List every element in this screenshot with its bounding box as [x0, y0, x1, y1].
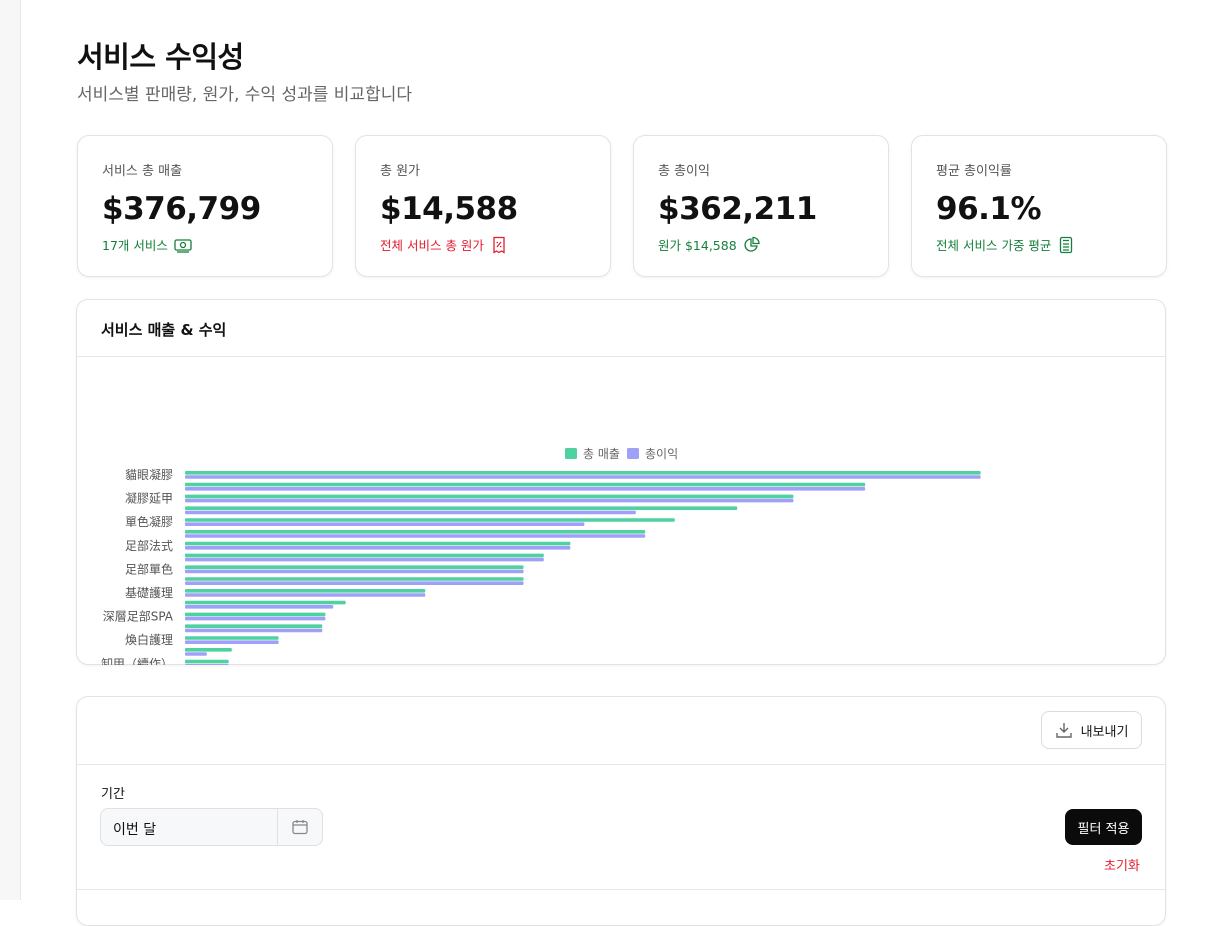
kpi-card: 평균 총이익률 96.1% 전체 서비스 가중 평균: [911, 135, 1167, 277]
bar-profit: [185, 510, 636, 515]
chart-panel: 서비스 매출 & 수익 총 매출 총이익 貓眼凝膠凝膠延甲單色凝膠足部法式足部單色基…: [76, 299, 1166, 691]
legend-swatch: [565, 448, 577, 459]
kpi-value: $362,211: [658, 191, 817, 227]
kpi-note-text: 원가 $14,588: [658, 238, 737, 253]
bar-revenue: [185, 530, 646, 534]
bar-revenue: [185, 541, 571, 546]
kpi-value: $14,588: [380, 191, 518, 227]
apply-filter-button[interactable]: 필터 적용: [1065, 809, 1142, 845]
bar-profit: [185, 593, 426, 597]
category-label: 深層足部SPA: [103, 609, 174, 624]
bar-profit: [185, 652, 207, 656]
bar-profit: [185, 640, 279, 644]
kpi-note: 17개 서비스: [102, 235, 308, 254]
bar-revenue: [185, 648, 232, 652]
bar-revenue: [185, 577, 524, 581]
category-label: 貓眼凝膠: [125, 467, 173, 482]
kpi-label: 서비스 총 매출: [102, 164, 183, 179]
kpi-label: 총 원가: [380, 164, 421, 179]
category-label: 單色凝膠: [125, 514, 173, 529]
page-subtitle: 서비스별 판매량, 원가, 수익 성과를 비교합니다: [77, 85, 412, 105]
category-label: 基礎護理: [125, 585, 173, 600]
bar-profit: [185, 616, 326, 621]
bar-revenue: [185, 565, 524, 569]
export-button[interactable]: 내보내기: [1041, 711, 1142, 749]
kpi-value: $376,799: [102, 191, 261, 227]
calculator-icon: [1060, 236, 1073, 253]
bar-profit: [185, 498, 794, 503]
kpi-value: 96.1%: [936, 191, 1042, 227]
bar-revenue: [185, 471, 981, 475]
bar-revenue: [185, 482, 866, 487]
money-icon: [174, 238, 192, 253]
bar-profit: [185, 522, 585, 526]
download-icon: [1055, 723, 1072, 738]
calendar-button[interactable]: [277, 809, 322, 845]
sidebar-edge: [0, 0, 21, 900]
category-label: 足部單色: [125, 561, 173, 576]
kpi-note-text: 전체 서비스 총 원가: [380, 238, 484, 253]
bar-revenue: [185, 659, 229, 664]
bar-revenue: [185, 553, 544, 558]
bar-profit: [185, 487, 866, 491]
calendar-icon: [292, 820, 308, 835]
bar-revenue: [185, 494, 794, 499]
pie-chart-icon: [744, 236, 760, 252]
category-label: 凝膠延甲: [125, 491, 173, 506]
kpi-note-text: 전체 서비스 가중 평균: [936, 238, 1052, 253]
bar-profit: [185, 628, 323, 633]
bar-revenue: [185, 612, 326, 617]
kpi-label: 총 총이익: [658, 164, 710, 179]
bar-profit: [185, 569, 524, 574]
kpi-card: 총 총이익 $362,211 원가 $14,588: [633, 135, 889, 277]
kpi-note-text: 17개 서비스: [102, 238, 168, 253]
bar-profit: [185, 664, 229, 668]
legend-swatch: [627, 448, 639, 459]
page-title: 서비스 수익성: [77, 40, 244, 74]
kpi-note: 원가 $14,588: [658, 235, 864, 254]
legend-label: 총이익: [645, 447, 678, 461]
category-label: 煥白護理: [125, 632, 173, 647]
bar-revenue: [185, 506, 738, 510]
bar-revenue: [185, 636, 279, 640]
kpi-note: 전체 서비스 가중 평균: [936, 235, 1142, 254]
export-label: 내보내기: [1080, 724, 1129, 740]
bar-profit: [185, 546, 571, 550]
bar-profit: [185, 534, 646, 538]
category-label: 卸甲（續作）: [101, 656, 173, 665]
filter-panel: 내보내기 기간 이번 달 필터 적용 초기화: [76, 696, 1166, 926]
chart-panel-title: 서비스 매출 & 수익: [77, 300, 1165, 357]
receipt-percent-icon: [493, 236, 505, 254]
legend-label: 총 매출: [583, 447, 620, 461]
kpi-note: 전체 서비스 총 원가: [380, 235, 586, 254]
category-label: 足部法式: [125, 538, 173, 553]
bar-profit: [185, 557, 544, 562]
period-label: 기간: [101, 787, 125, 802]
reset-link[interactable]: 초기화: [1104, 859, 1140, 874]
bar-profit: [185, 475, 981, 479]
period-select[interactable]: 이번 달: [100, 808, 323, 846]
bar-profit: [185, 581, 524, 585]
kpi-card: 총 원가 $14,588 전체 서비스 총 원가: [355, 135, 611, 277]
bar-revenue: [185, 589, 426, 593]
bar-revenue: [185, 518, 675, 522]
bar-revenue: [185, 600, 346, 605]
bar-profit: [185, 605, 334, 609]
kpi-label: 평균 총이익률: [936, 164, 1012, 179]
bar-revenue: [185, 624, 323, 628]
period-value: 이번 달: [113, 822, 157, 838]
kpi-card: 서비스 총 매출 $376,799 17개 서비스: [77, 135, 333, 277]
